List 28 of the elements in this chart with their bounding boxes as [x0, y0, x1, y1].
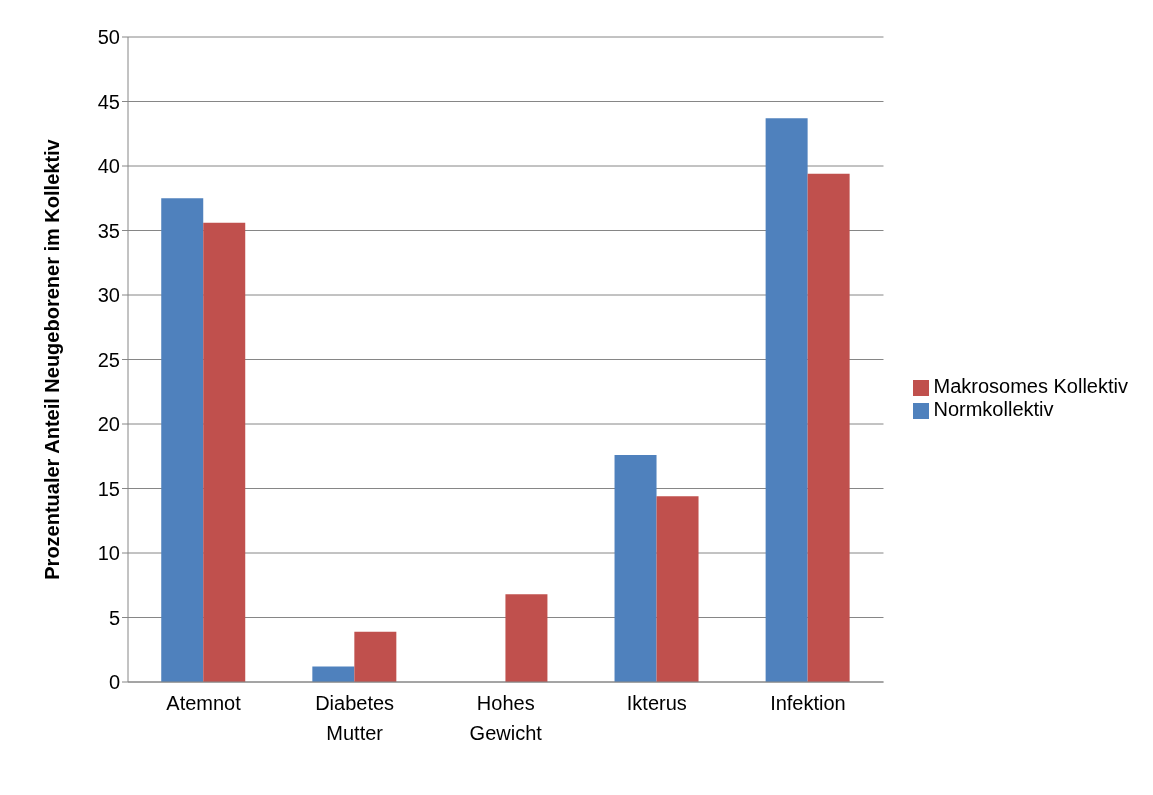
y-tick-label: 50 [97, 26, 120, 49]
y-tick-label: 10 [97, 542, 120, 565]
x-tick-label: Infektion [770, 692, 846, 714]
bar [203, 222, 246, 682]
y-tick-label: 5 [108, 606, 120, 629]
legend-label: Normkollektiv [933, 398, 1054, 420]
y-tick-label: 35 [97, 219, 120, 242]
x-tick-label: Hohes Gewicht [469, 692, 543, 744]
bar [161, 198, 204, 682]
bar [765, 118, 808, 682]
bar [312, 666, 355, 682]
y-tick-label: 30 [97, 284, 120, 307]
y-tick-label: 20 [97, 413, 120, 436]
bar [354, 631, 397, 682]
bar [807, 173, 850, 682]
x-tick-label: Ikterus [626, 692, 687, 714]
y-tick-label: 45 [97, 90, 120, 113]
bar [656, 496, 699, 682]
y-axis-title: Prozentualer Anteil Neugeborener im Kollektiv [41, 138, 64, 580]
x-tick-label: Atemnot [166, 692, 242, 714]
bar [505, 594, 548, 682]
y-tick-label: 0 [108, 671, 120, 694]
y-tick-label: 25 [97, 348, 120, 371]
y-tick-label: 15 [97, 477, 120, 500]
y-tick-label: 40 [97, 155, 120, 178]
bar [614, 454, 657, 682]
x-tick-label: Diabetes Mutter [315, 692, 395, 744]
legend-label: Makrosomes Kollektiv [933, 375, 1128, 397]
